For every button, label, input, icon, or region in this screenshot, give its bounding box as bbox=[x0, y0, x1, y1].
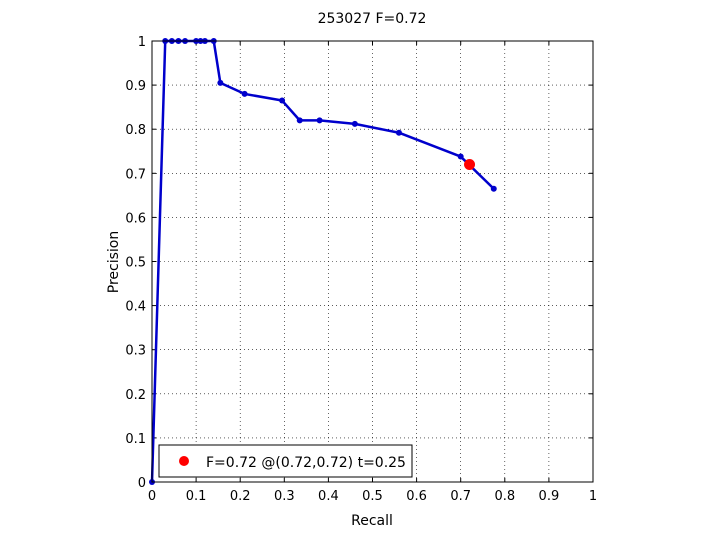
legend: F=0.72 @(0.72,0.72) t=0.25 bbox=[158, 444, 413, 478]
y-tick-label: 0.3 bbox=[125, 344, 146, 359]
data-point bbox=[241, 90, 248, 97]
x-axis-label: Recall bbox=[351, 513, 393, 529]
y-axis-label: Precision bbox=[106, 231, 122, 293]
x-tick-label: 0.4 bbox=[318, 489, 339, 504]
x-tick-label: 0.1 bbox=[186, 489, 207, 504]
data-point bbox=[457, 153, 464, 160]
tick-labels: 0 0.1 0.2 0.3 0.4 0.5 0.6 0.7 0.8 0.9 1 0 0.1 0.2 0.3 0… bbox=[125, 35, 597, 504]
y-tick-label: 0.6 bbox=[125, 211, 146, 226]
data-point bbox=[490, 185, 497, 192]
chart-title: 253027 F=0.72 bbox=[318, 11, 427, 27]
x-tick-label: 0.6 bbox=[406, 489, 427, 504]
y-tick-label: 0.8 bbox=[125, 123, 146, 138]
x-tick-label: 0.5 bbox=[362, 489, 383, 504]
x-tick-label: 0.8 bbox=[494, 489, 515, 504]
x-tick-label: 1 bbox=[589, 489, 597, 504]
x-tick-label: 0 bbox=[148, 489, 156, 504]
y-tick-label: 0.1 bbox=[125, 432, 146, 447]
x-tick-label: 0.3 bbox=[274, 489, 295, 504]
y-tick-label: 1 bbox=[138, 35, 146, 50]
y-tick-label: 0.2 bbox=[125, 388, 146, 403]
x-tick-label: 0.2 bbox=[230, 489, 251, 504]
plot-frame bbox=[151, 40, 594, 483]
x-tick-label: 0.7 bbox=[450, 489, 471, 504]
y-tick-label: 0.9 bbox=[125, 79, 146, 94]
best-f-point bbox=[464, 158, 476, 170]
data-point bbox=[316, 117, 323, 124]
data-point bbox=[395, 129, 402, 136]
y-tick-label: 0.4 bbox=[125, 300, 146, 315]
y-tick-label: 0.5 bbox=[125, 256, 146, 271]
data-point bbox=[279, 97, 286, 104]
x-tick-label: 0.9 bbox=[539, 489, 560, 504]
data-point bbox=[217, 79, 224, 86]
y-tick-label: 0 bbox=[138, 476, 146, 491]
legend-marker bbox=[179, 456, 189, 466]
legend-box bbox=[158, 444, 413, 478]
legend-text: F=0.72 @(0.72,0.72) t=0.25 bbox=[206, 455, 406, 471]
data-point bbox=[351, 120, 358, 127]
data-point bbox=[296, 117, 303, 124]
y-tick-label: 0.7 bbox=[125, 167, 146, 182]
grid bbox=[152, 41, 593, 482]
